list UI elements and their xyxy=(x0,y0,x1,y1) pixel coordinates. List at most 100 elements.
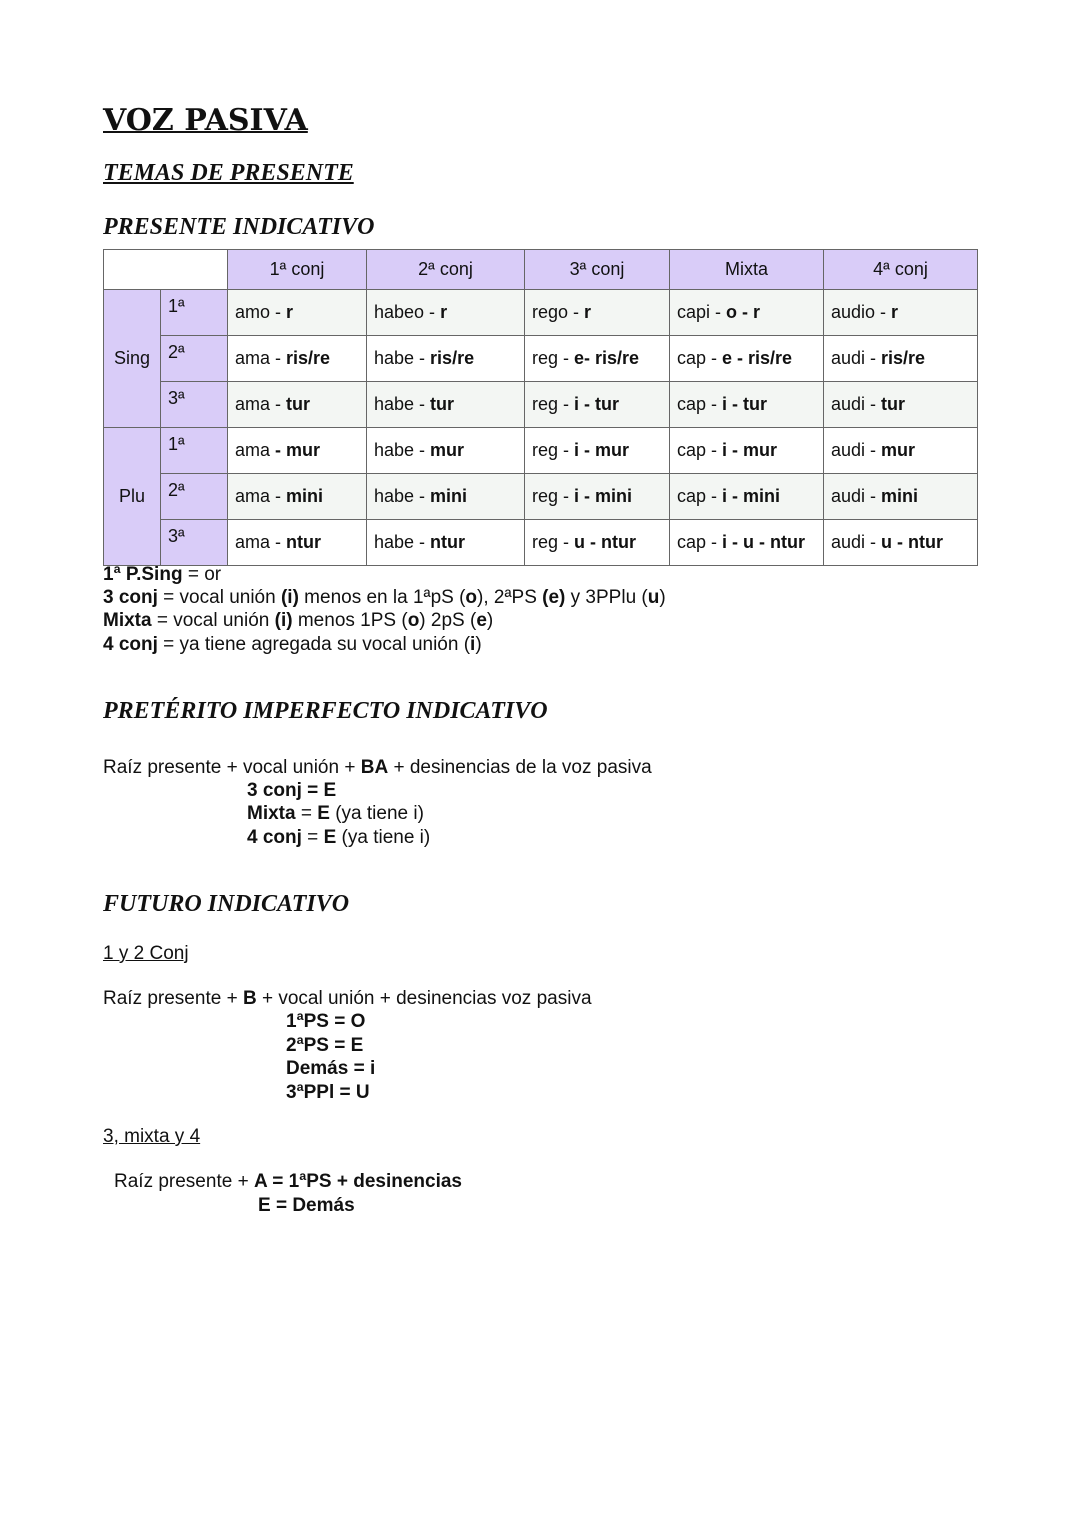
bold-text: 3ªPPl = U xyxy=(286,1082,370,1103)
bold-text: (i) xyxy=(280,587,299,608)
text: habe - xyxy=(374,486,431,506)
conjugation-cell: habe - tur xyxy=(366,381,525,428)
case-line: Demás = i xyxy=(286,1057,375,1080)
conjugation-cell: audi - mini xyxy=(823,473,978,520)
text: = or xyxy=(182,564,222,585)
bold-text: i - mini xyxy=(574,486,633,506)
text: audi - xyxy=(831,394,882,414)
bold-text: e - ris/re xyxy=(722,348,793,368)
bold-text: 2ªPS = E xyxy=(286,1035,364,1056)
text: ama - xyxy=(235,348,287,368)
bold-text: 1ª P.Sing xyxy=(103,564,183,585)
case-line: 3 conj = E xyxy=(247,779,336,802)
text: ama - xyxy=(235,486,287,506)
text: = xyxy=(295,803,318,824)
text: habe - xyxy=(374,394,431,414)
bold-text: i xyxy=(470,634,476,655)
number-group-cell: Plu xyxy=(103,427,161,566)
conjugation-cell: habe - ntur xyxy=(366,519,525,566)
bold-text: 3 conj xyxy=(103,587,158,608)
bold-text: ris/re xyxy=(430,348,475,368)
conjugation-cell: audi - u - ntur xyxy=(823,519,978,566)
bold-text: ris/re xyxy=(286,348,331,368)
note-line: Mixta = vocal unión (i) menos 1PS (o) 2p… xyxy=(103,609,493,632)
bold-text: i - tur xyxy=(574,394,620,414)
bold-text: 4 conj xyxy=(103,634,158,655)
case-line: 1ªPS = O xyxy=(286,1010,365,1033)
header-cell: Mixta xyxy=(669,249,824,290)
formula-line: Raíz presente + B + vocal unión + desine… xyxy=(103,987,592,1010)
formula-line: Raíz presente + A = 1ªPS + desinencias xyxy=(114,1170,462,1193)
table-header-row: 1ª conj 2ª conj 3ª conj Mixta 4ª conj xyxy=(103,249,978,290)
text: capi - xyxy=(677,302,727,322)
text: = vocal unión xyxy=(151,610,275,631)
conjugation-table: 1ª conj 2ª conj 3ª conj Mixta 4ª conj Si… xyxy=(103,249,978,566)
conjugation-cell: ama - mini xyxy=(227,473,367,520)
person-cell: 1ª xyxy=(160,289,228,336)
conjugation-cell: ama - ris/re xyxy=(227,335,367,382)
futuro-heading: FUTURO INDICATIVO xyxy=(103,891,350,917)
bold-text: i - mini xyxy=(722,486,781,506)
conjugation-cell: audi - tur xyxy=(823,381,978,428)
conjugation-cell: reg - i - mini xyxy=(524,473,670,520)
text: audi - xyxy=(831,486,882,506)
text: (ya tiene i) xyxy=(329,803,424,824)
text: ama xyxy=(235,440,276,460)
table-row: Plu 1ª ama - mur habe - mur reg - i - mur cap… xyxy=(103,427,978,566)
text: = vocal unión xyxy=(157,587,281,608)
text: Raíz presente + vocal unión + xyxy=(103,757,361,778)
conjugation-cell: reg - i - mur xyxy=(524,427,670,474)
conjugation-cell: reg - i - tur xyxy=(524,381,670,428)
conjugation-cell: reg - e- ris/re xyxy=(524,335,670,382)
bold-text: u - ntur xyxy=(574,532,636,552)
text: amo - xyxy=(235,302,287,322)
bold-text: u - ntur xyxy=(881,532,944,552)
conjugation-cell: cap - e - ris/re xyxy=(669,335,824,382)
table-row: 2ª ama - ris/re habe - ris/re reg - e- ris/… xyxy=(104,335,978,382)
note-line: 3 conj = vocal unión (i) menos en la 1ªp… xyxy=(103,586,666,609)
conjugation-cell: habe - ris/re xyxy=(366,335,525,382)
person-cell: 3ª xyxy=(160,519,228,566)
case-line: E = Demás xyxy=(258,1194,355,1217)
bold-text: (i) xyxy=(274,610,293,631)
table-row: 3ª ama - tur habe - tur reg - i - tur cap - … xyxy=(104,381,978,428)
note-line: 4 conj = ya tiene agregada su vocal unió… xyxy=(103,633,482,656)
header-cell: 2ª conj xyxy=(366,249,525,290)
text: = ya tiene agregada su vocal unión ( xyxy=(157,634,471,655)
bold-text: E = Demás xyxy=(258,1195,355,1216)
text: habe - xyxy=(374,440,431,460)
header-cell: 4ª conj xyxy=(823,249,978,290)
text: ) xyxy=(486,610,494,631)
bold-text: e xyxy=(476,610,487,631)
text: audio - xyxy=(831,302,892,322)
bold-text: i - mur xyxy=(722,440,778,460)
text: reg - xyxy=(532,394,575,414)
conjugation-cell: habe - mur xyxy=(366,427,525,474)
bold-text: E xyxy=(323,827,337,848)
bold-text: tur xyxy=(430,394,455,414)
bold-text: r xyxy=(440,302,448,322)
text: + vocal unión + desinencias voz pasiva xyxy=(256,988,592,1009)
note-line: 1ª P.Sing = or xyxy=(103,563,221,586)
text: ama - xyxy=(235,532,287,552)
text: menos en la 1ªpS ( xyxy=(298,587,466,608)
text: audi - xyxy=(831,532,882,552)
conjugation-cell: cap - i - u - ntur xyxy=(669,519,824,566)
case-line: 4 conj = E (ya tiene i) xyxy=(247,826,430,849)
bold-text: tur xyxy=(881,394,906,414)
table-row: 2ª ama - mini habe - mini reg - i - mini cap… xyxy=(104,473,978,520)
text: reg - xyxy=(532,532,575,552)
text: cap - xyxy=(677,532,723,552)
conjugation-cell: habeo - r xyxy=(366,289,525,336)
bold-text: 4 conj xyxy=(247,827,302,848)
conjugation-cell: rego - r xyxy=(524,289,670,336)
bold-text: 1ªPS = O xyxy=(286,1011,366,1032)
text: ) xyxy=(475,634,482,655)
bold-text: o xyxy=(465,587,478,608)
table-row: Sing 1ª amo - r habeo - r rego - r capi - o -… xyxy=(103,289,978,428)
bold-text: B xyxy=(242,988,257,1009)
bold-text: mini xyxy=(881,486,919,506)
bold-text: o xyxy=(407,610,420,631)
text: habe - xyxy=(374,348,431,368)
conjugation-cell: audio - r xyxy=(823,289,978,336)
